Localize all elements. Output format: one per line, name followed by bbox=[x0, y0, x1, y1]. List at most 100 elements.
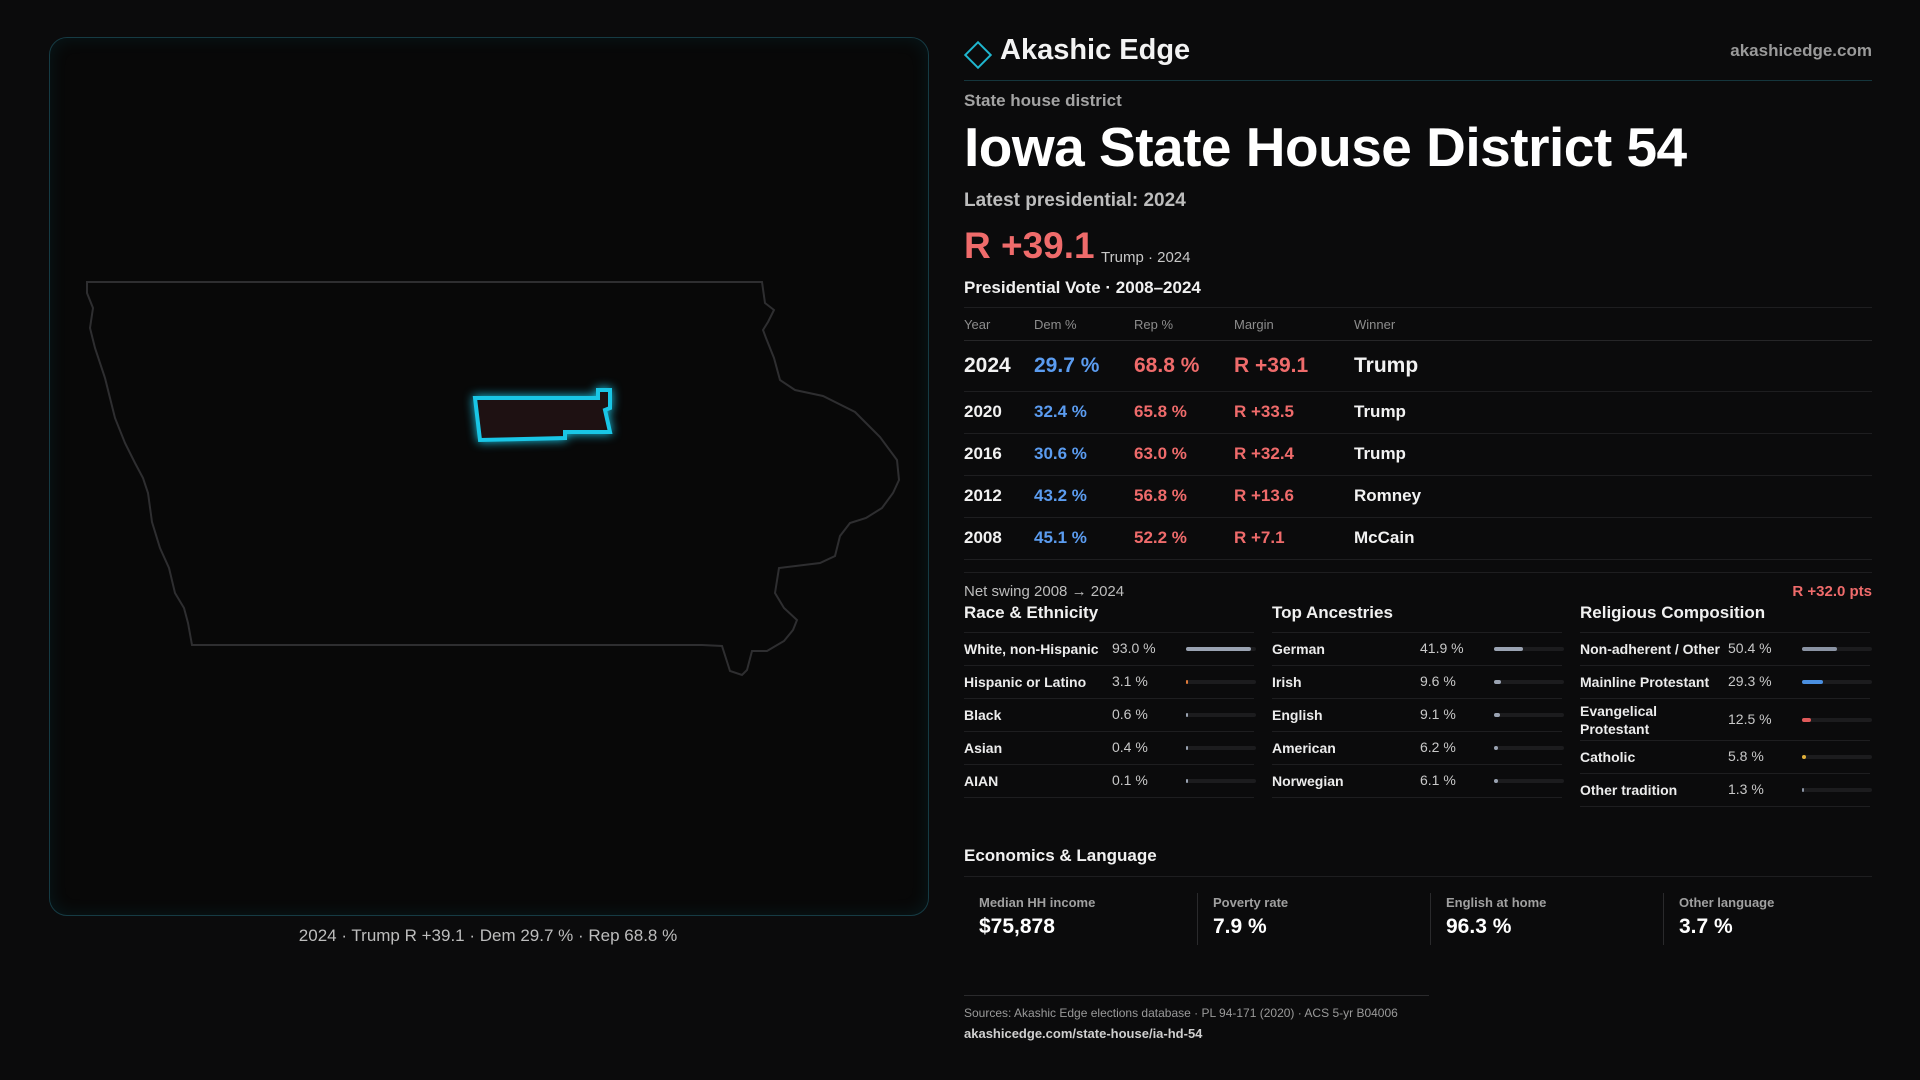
race-bar bbox=[1186, 680, 1256, 684]
ancestry-value: 41.9 % bbox=[1420, 640, 1464, 656]
religion-bar-fill bbox=[1802, 788, 1804, 792]
district-54-shape[interactable] bbox=[472, 388, 613, 443]
net-swing: Net swing 2008 → 2024 R +32.0 pts bbox=[964, 572, 1872, 600]
ancestry-label: Norwegian bbox=[1272, 773, 1344, 789]
col-winner: Winner bbox=[1354, 317, 1396, 332]
race-value: 3.1 % bbox=[1112, 673, 1148, 689]
race-row: Hispanic or Latino 3.1 % bbox=[964, 666, 1256, 699]
net-swing-label: Net swing 2008 → 2024 bbox=[964, 583, 1125, 600]
ancestry-row: German 41.9 % bbox=[1272, 633, 1564, 666]
map-panel bbox=[49, 37, 929, 916]
ancestry-value: 9.1 % bbox=[1420, 706, 1456, 722]
race-label: AIAN bbox=[964, 773, 999, 789]
econ-cell: Median HH income $75,878 bbox=[964, 893, 1174, 945]
race-value: 0.4 % bbox=[1112, 739, 1148, 755]
row-winner: Trump bbox=[1354, 444, 1406, 463]
race-bar-fill bbox=[1186, 680, 1189, 684]
col-rep: Rep % bbox=[1134, 317, 1174, 332]
row-dem: 45.1 % bbox=[1034, 528, 1087, 547]
row-dem: 30.6 % bbox=[1034, 444, 1087, 463]
religion-section: Religious Composition Non-adherent / Oth… bbox=[1580, 603, 1872, 807]
headline-sub: Trump · 2024 bbox=[1101, 249, 1191, 266]
map-caption: 2024 · Trump R +39.1 · Dem 29.7 % · Rep … bbox=[298, 926, 678, 945]
row-winner: Romney bbox=[1354, 486, 1422, 505]
race-bar bbox=[1186, 713, 1256, 717]
race-row: White, non-Hispanic 93.0 % bbox=[964, 633, 1256, 666]
iowa-outline bbox=[86, 281, 901, 677]
race-label: Asian bbox=[964, 740, 1003, 756]
race-label: Hispanic or Latino bbox=[964, 674, 1087, 690]
religion-bar bbox=[1802, 788, 1872, 792]
religion-label: Mainline Protestant bbox=[1580, 674, 1710, 690]
race-bar-fill bbox=[1186, 779, 1188, 783]
race-bar-fill bbox=[1186, 713, 1188, 717]
ancestry-bar-fill bbox=[1494, 647, 1524, 651]
row-dem: 32.4 % bbox=[1034, 402, 1087, 421]
brand-logo-icon bbox=[963, 40, 993, 70]
row-winner: McCain bbox=[1354, 528, 1415, 547]
religion-label: Catholic bbox=[1580, 749, 1636, 765]
ancestry-label: English bbox=[1272, 707, 1323, 723]
vote-row-2020: 2020 32.4 % 65.8 % R +33.5 Trump bbox=[964, 392, 1872, 434]
vote-row-2012: 2012 43.2 % 56.8 % R +13.6 Romney bbox=[964, 476, 1872, 518]
row-margin: R +32.4 bbox=[1234, 444, 1295, 463]
ancestry-value: 6.1 % bbox=[1420, 772, 1456, 788]
econ-label: Other language bbox=[1679, 895, 1775, 910]
race-label: Black bbox=[964, 707, 1002, 723]
race-bar bbox=[1186, 647, 1256, 651]
religion-bar bbox=[1802, 718, 1872, 722]
vote-table-header: Year Dem % Rep % Margin Winner bbox=[964, 308, 1872, 341]
ancestry-row: American 6.2 % bbox=[1272, 732, 1564, 765]
ancestry-row: Norwegian 6.1 % bbox=[1272, 765, 1564, 798]
vote-row-2024: 2024 29.7 % 68.8 % R +39.1 Trump bbox=[964, 341, 1872, 392]
ancestry-bar bbox=[1494, 680, 1564, 684]
econ-cell: Poverty rate 7.9 % bbox=[1197, 893, 1408, 945]
brand-url-link[interactable]: akashicedge.com bbox=[1730, 41, 1872, 60]
religion-value: 50.4 % bbox=[1728, 640, 1772, 656]
religion-row: Non-adherent / Other 50.4 % bbox=[1580, 633, 1872, 666]
race-bar-fill bbox=[1186, 647, 1252, 651]
religion-value: 12.5 % bbox=[1728, 711, 1772, 727]
footer-url-link[interactable]: akashicedge.com/state-house/ia-hd-54 bbox=[964, 1026, 1203, 1041]
row-margin: R +13.6 bbox=[1234, 486, 1295, 505]
race-value: 0.1 % bbox=[1112, 772, 1148, 788]
religion-bar-fill bbox=[1802, 647, 1838, 651]
ancestry-label: German bbox=[1272, 641, 1325, 657]
race-bar bbox=[1186, 746, 1256, 750]
row-rep: 56.8 % bbox=[1134, 486, 1187, 505]
econ-value: $75,878 bbox=[979, 915, 1055, 938]
footer-sources: Sources: Akashic Edge elections database… bbox=[964, 1006, 1398, 1020]
religion-row: Evangelical Protestant 12.5 % bbox=[1580, 699, 1872, 741]
row-rep: 68.8 % bbox=[1134, 354, 1200, 377]
religion-bar-fill bbox=[1802, 755, 1807, 759]
religion-value: 5.8 % bbox=[1728, 748, 1764, 764]
race-value: 0.6 % bbox=[1112, 706, 1148, 722]
page-title: Iowa State House District 54 bbox=[964, 116, 1687, 178]
race-bar bbox=[1186, 779, 1256, 783]
religion-label: Other tradition bbox=[1580, 782, 1678, 798]
religion-bar-fill bbox=[1802, 718, 1811, 722]
econ-label: Median HH income bbox=[979, 895, 1096, 910]
ancestry-bar bbox=[1494, 713, 1564, 717]
row-year: 2020 bbox=[964, 402, 1002, 421]
footer-divider bbox=[964, 995, 1429, 996]
vote-table-title: Presidential Vote · 2008–2024 bbox=[964, 278, 1201, 297]
ancestry-bar-fill bbox=[1494, 779, 1499, 783]
religion-bar bbox=[1802, 680, 1872, 684]
race-title: Race & Ethnicity bbox=[964, 603, 1254, 633]
race-value: 93.0 % bbox=[1112, 640, 1156, 656]
religion-bar bbox=[1802, 755, 1872, 759]
religion-label: Non-adherent / Other bbox=[1580, 641, 1721, 657]
race-row: AIAN 0.1 % bbox=[964, 765, 1256, 798]
religion-label: Evangelical Protestant bbox=[1580, 703, 1658, 737]
econ-cell: Other language 3.7 % bbox=[1663, 893, 1874, 945]
net-swing-value: R +32.0 pts bbox=[1792, 583, 1872, 600]
row-margin: R +39.1 bbox=[1234, 354, 1309, 377]
row-winner: Trump bbox=[1354, 354, 1419, 377]
ancestry-title: Top Ancestries bbox=[1272, 603, 1562, 633]
row-year: 2016 bbox=[964, 444, 1002, 463]
vote-row-2008: 2008 45.1 % 52.2 % R +7.1 McCain bbox=[964, 518, 1872, 560]
race-row: Asian 0.4 % bbox=[964, 732, 1256, 765]
headline-margin: R +39.1 bbox=[964, 225, 1095, 266]
row-margin: R +7.1 bbox=[1234, 528, 1285, 547]
